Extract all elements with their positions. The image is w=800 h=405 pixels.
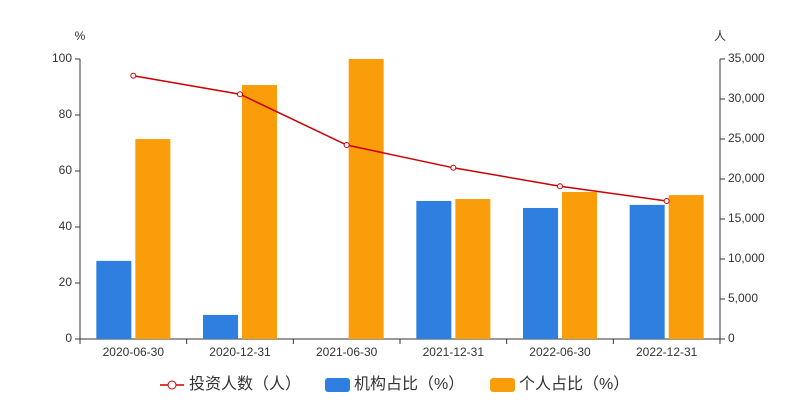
y-tick-label: 20	[59, 275, 73, 289]
y-tick-label: 100	[52, 51, 72, 65]
y-tick-label: 80	[59, 107, 73, 121]
legend-label: 个人占比（%）	[519, 375, 629, 393]
y2-tick-label: 30,000	[728, 91, 765, 105]
x-tick-label: 2022-12-31	[636, 345, 698, 359]
bar	[629, 204, 665, 339]
line-point	[450, 164, 457, 171]
y2-axis-label: 人	[714, 29, 726, 43]
line-point	[663, 198, 670, 204]
bar	[348, 59, 384, 339]
x-tick-label: 2021-12-31	[423, 345, 485, 359]
bar	[242, 85, 277, 339]
line-point	[130, 72, 137, 79]
bar	[562, 192, 597, 339]
line-point	[557, 183, 563, 190]
x-tick-label: 2022-06-30	[529, 345, 591, 359]
bar	[96, 260, 132, 339]
y-tick-label: 60	[59, 163, 73, 177]
line-point	[343, 142, 350, 148]
bar	[668, 195, 704, 339]
y2-tick-label: 20,000	[728, 171, 765, 185]
y2-tick-label: 25,000	[728, 131, 765, 145]
y2-tick-label: 15,000	[728, 211, 765, 225]
y2-tick-label: 0	[728, 331, 735, 345]
line-point	[237, 91, 243, 98]
legend-swatch	[490, 378, 515, 392]
legend-label: 投资人数（人）	[189, 375, 301, 393]
bar	[203, 314, 238, 339]
legend-marker	[167, 380, 177, 390]
x-tick-label: 2020-06-30	[103, 345, 165, 359]
x-tick-label: 2020-12-31	[209, 345, 271, 359]
legend-swatch	[325, 378, 350, 392]
bar	[523, 207, 558, 339]
y-axis-label: %	[75, 29, 86, 43]
y2-tick-label: 5,000	[728, 291, 758, 305]
line	[133, 75, 667, 202]
y2-tick-label: 10,000	[728, 251, 765, 265]
y-tick-label: 0	[65, 331, 72, 345]
x-tick-label: 2021-06-30	[316, 345, 378, 359]
bar	[135, 139, 171, 339]
y-tick-label: 40	[59, 219, 73, 233]
bar	[416, 200, 452, 339]
bar	[455, 199, 491, 339]
legend-label: 机构占比（%）	[354, 375, 464, 393]
y2-tick-label: 35,000	[728, 51, 765, 65]
